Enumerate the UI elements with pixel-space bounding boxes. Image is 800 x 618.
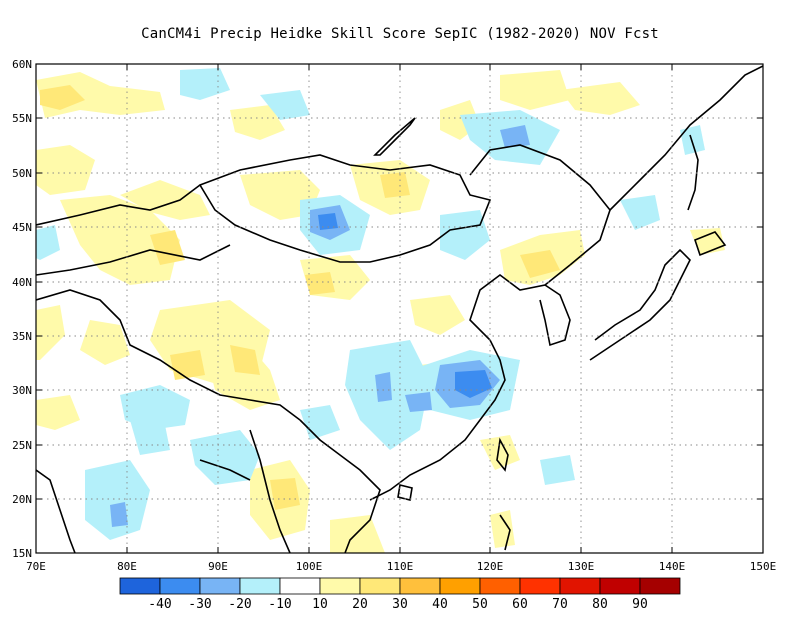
colorbar-label: 60 (512, 597, 528, 612)
lon-label-110e: 110E (387, 560, 414, 573)
grid-lines (36, 64, 763, 553)
score-field (36, 64, 763, 553)
colorbar-label: 50 (472, 597, 488, 612)
lat-label-55n: 55N (12, 112, 32, 125)
lon-label-140e: 140E (659, 560, 686, 573)
axis-labels: 60N 55N 50N 45N 40N 35N 30N 25N 20N 15N … (12, 58, 776, 573)
colorbar-swatch (559, 577, 601, 595)
colorbar-swatch (359, 577, 401, 595)
colorbar-swatch (599, 577, 641, 595)
colorbar-swatch (479, 577, 521, 595)
lon-label-70e: 70E (26, 560, 46, 573)
colorbar-label: -40 (148, 597, 171, 612)
negative-shading-dark (318, 213, 492, 398)
colorbar-swatch (239, 577, 281, 595)
lon-label-80e: 80E (117, 560, 137, 573)
lon-label-100e: 100E (296, 560, 323, 573)
lat-label-45n: 45N (12, 221, 32, 234)
colorbar-label: 20 (352, 597, 368, 612)
colorbar (119, 577, 681, 595)
colorbar-swatch (159, 577, 201, 595)
coastlines-borders (36, 65, 763, 553)
lon-label-150e: 150E (750, 560, 777, 573)
lon-label-90e: 90E (208, 560, 228, 573)
lat-label-40n: 40N (12, 276, 32, 289)
colorbar-label: 40 (432, 597, 448, 612)
lon-label-120e: 120E (477, 560, 504, 573)
lon-label-130e: 130E (568, 560, 595, 573)
lat-label-20n: 20N (12, 493, 32, 506)
colorbar-swatch (639, 577, 681, 595)
colorbar-label: 30 (392, 597, 408, 612)
colorbar-label: -20 (228, 597, 251, 612)
colorbar-label: 70 (552, 597, 568, 612)
colorbar-label: 80 (592, 597, 608, 612)
colorbar-label: 10 (312, 597, 328, 612)
colorbar-swatch (519, 577, 561, 595)
lat-label-25n: 25N (12, 439, 32, 452)
colorbar-label: -10 (268, 597, 291, 612)
colorbar-label: 90 (632, 597, 648, 612)
colorbar-swatch (319, 577, 361, 595)
tick-marks (35, 63, 764, 554)
colorbar-swatch (199, 577, 241, 595)
colorbar-label: -30 (188, 597, 211, 612)
lat-label-15n: 15N (12, 547, 32, 560)
map-title: CanCM4i Precip Heidke Skill Score SepIC … (141, 26, 659, 42)
colorbar-swatch (119, 577, 161, 595)
colorbar-labels: -40 -30 -20 -10 10 20 30 40 50 60 70 80 90 (148, 597, 648, 612)
colorbar-swatch (439, 577, 481, 595)
colorbar-swatch (399, 577, 441, 595)
lat-label-60n: 60N (12, 58, 32, 71)
colorbar-swatch (279, 577, 321, 595)
lat-label-30n: 30N (12, 384, 32, 397)
lat-label-35n: 35N (12, 330, 32, 343)
lat-label-50n: 50N (12, 167, 32, 180)
